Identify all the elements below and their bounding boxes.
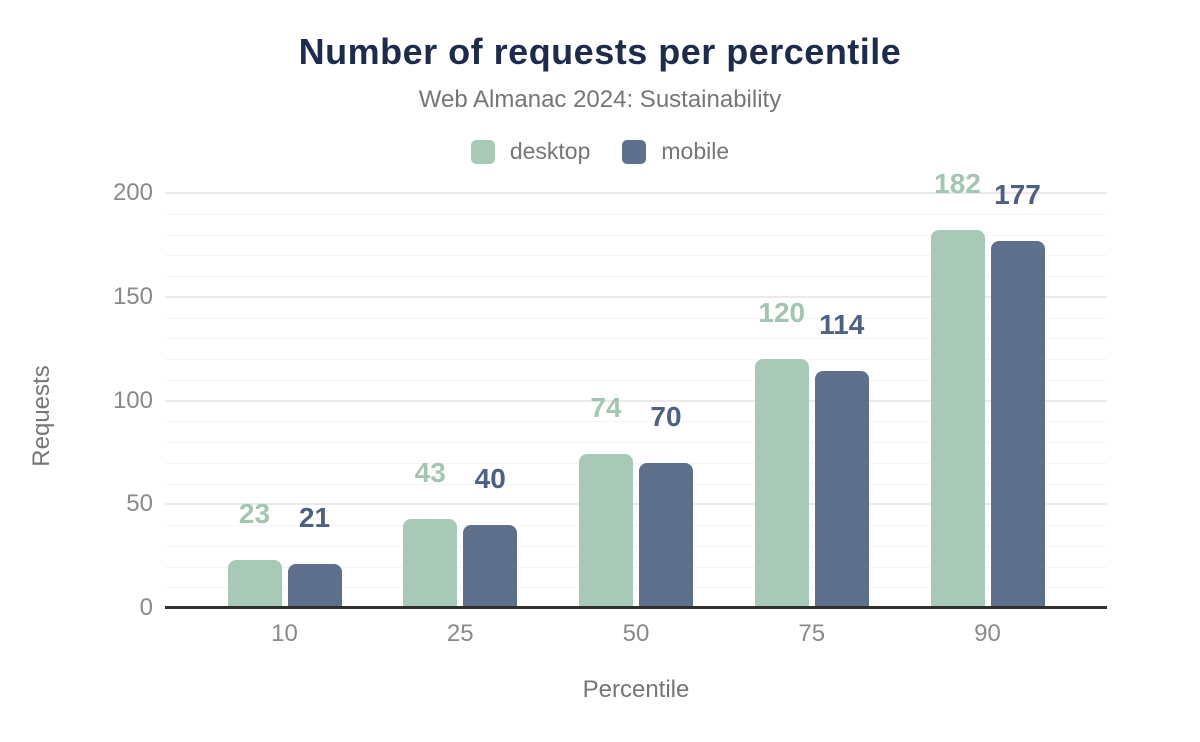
legend-swatch-desktop bbox=[470, 139, 495, 164]
bar-desktop-p90 bbox=[930, 230, 985, 608]
bar-mobile-p25 bbox=[463, 525, 518, 608]
gridline-minor bbox=[165, 213, 1107, 215]
value-label-mobile-p25: 40 bbox=[474, 463, 506, 494]
gridline-minor bbox=[165, 442, 1107, 443]
gridline-minor bbox=[165, 545, 1107, 547]
chart-subtitle: Web Almanac 2024: Sustainability bbox=[418, 86, 782, 113]
x-axis-tick-label: 75 bbox=[798, 620, 826, 647]
x-axis-tick-label: 10 bbox=[271, 620, 298, 647]
bar-desktop-p25 bbox=[403, 518, 458, 608]
value-label-mobile-p50: 70 bbox=[650, 400, 682, 432]
bar-desktop-p10 bbox=[227, 560, 282, 608]
bar-mobile-p75 bbox=[814, 371, 869, 608]
x-axis-title: Percentile bbox=[582, 676, 690, 703]
y-axis-tick-label: 150 bbox=[112, 282, 153, 310]
value-label-mobile-p10: 21 bbox=[298, 502, 331, 534]
value-label-mobile-p75: 114 bbox=[819, 309, 865, 341]
gridline-minor bbox=[165, 421, 1107, 423]
gridline-minor bbox=[165, 255, 1107, 257]
value-label-desktop-p10: 23 bbox=[238, 498, 271, 530]
gridline-major bbox=[165, 503, 1107, 506]
gridline-major bbox=[165, 399, 1107, 402]
gridline-minor bbox=[165, 525, 1107, 526]
bar-desktop-p50 bbox=[579, 454, 633, 608]
gridline-minor bbox=[165, 234, 1107, 236]
x-axis-tick-label: 25 bbox=[446, 620, 474, 647]
legend-label: desktop bbox=[509, 138, 591, 164]
gridline-minor bbox=[165, 462, 1107, 464]
y-axis-tick-label: 50 bbox=[126, 490, 153, 518]
legend-item-desktop[interactable]: desktop bbox=[470, 138, 591, 165]
bar-mobile-p50 bbox=[639, 462, 693, 608]
gridline-minor bbox=[165, 587, 1107, 589]
y-axis-title: Requests bbox=[28, 365, 55, 467]
legend: desktop mobile bbox=[0, 138, 1200, 165]
value-label-desktop-p25: 43 bbox=[414, 456, 446, 488]
y-axis-tick-label: 0 bbox=[139, 594, 153, 621]
legend-label: mobile bbox=[661, 138, 730, 164]
chart-title: Number of requests per percentile bbox=[298, 31, 902, 72]
y-axis-tick-label: 200 bbox=[112, 179, 153, 206]
x-axis-tick-label: 50 bbox=[622, 620, 650, 647]
plot-area: 23 21 43 40 74 70 120 114 182 177 bbox=[165, 170, 1107, 609]
bar-mobile-p90 bbox=[990, 240, 1045, 608]
gridline-minor bbox=[165, 483, 1107, 485]
value-label-mobile-p90: 177 bbox=[994, 178, 1041, 210]
gridline-minor bbox=[165, 379, 1107, 381]
gridline-minor bbox=[165, 566, 1107, 568]
bar-mobile-p10 bbox=[287, 564, 342, 608]
gridline-minor bbox=[165, 359, 1107, 360]
gridline-minor bbox=[165, 276, 1107, 277]
bar-desktop-p75 bbox=[754, 359, 809, 608]
value-label-desktop-p50: 74 bbox=[590, 392, 622, 424]
gridline-major bbox=[165, 192, 1107, 194]
legend-swatch-mobile bbox=[622, 139, 647, 164]
x-axis-line bbox=[165, 606, 1107, 609]
value-label-desktop-p75: 120 bbox=[758, 297, 806, 328]
x-axis-tick-label: 90 bbox=[974, 620, 1001, 647]
legend-item-mobile[interactable]: mobile bbox=[622, 138, 729, 165]
gridline-major bbox=[165, 295, 1107, 298]
gridline-minor bbox=[165, 338, 1107, 340]
y-axis-tick-label: 100 bbox=[112, 386, 153, 414]
value-label-desktop-p90: 182 bbox=[934, 168, 981, 200]
gridline-minor bbox=[165, 317, 1107, 319]
